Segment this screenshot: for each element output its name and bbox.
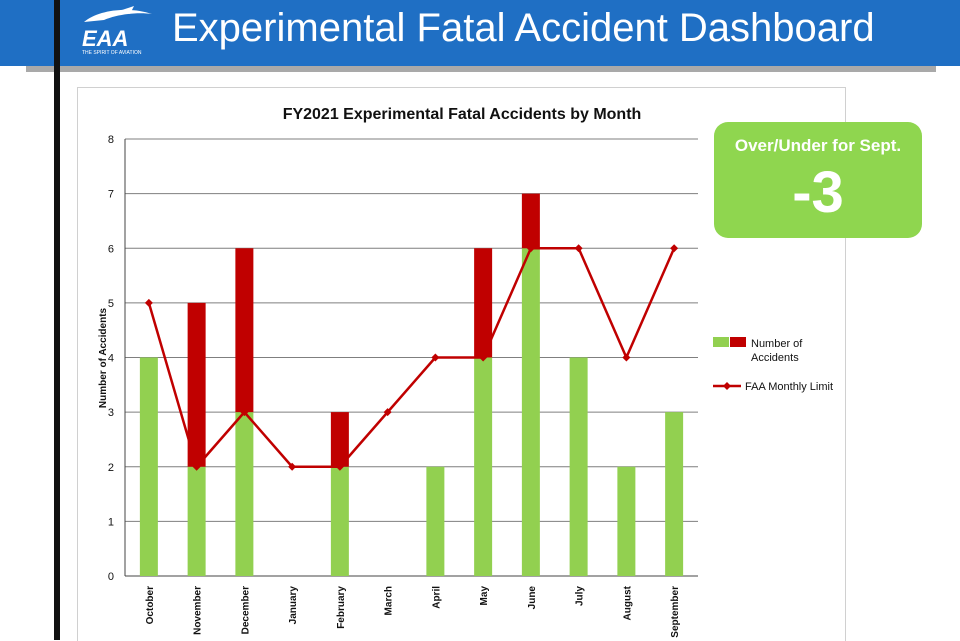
y-tick-label: 6	[108, 243, 114, 255]
bar-within-limit	[330, 466, 349, 576]
header-divider	[26, 66, 936, 72]
left-vertical-rule	[54, 0, 60, 640]
chart-legend: Number of Accidents FAA Monthly Limit	[713, 337, 833, 393]
logo-text: EAA	[82, 26, 128, 51]
bar-within-limit	[235, 412, 254, 576]
limit-point	[574, 244, 583, 253]
accidents-chart: FY2021 Experimental Fatal Accidents by M…	[98, 106, 833, 638]
limit-point	[288, 462, 297, 471]
y-tick-label: 2	[108, 462, 114, 474]
limit-point	[431, 353, 440, 362]
bar-over-limit	[187, 302, 206, 467]
y-tick-label: 7	[108, 189, 114, 201]
y-tick-label: 4	[108, 353, 114, 365]
logo-swoosh-icon	[84, 9, 152, 22]
bar-over-limit	[474, 248, 493, 358]
grid-lines	[125, 138, 698, 577]
header-bar	[0, 0, 960, 66]
y-axis-title: Number of Accidents	[98, 307, 109, 408]
bar-over-limit	[521, 193, 540, 249]
bar-within-limit	[521, 248, 540, 576]
over-under-badge: Over/Under for Sept. -3	[714, 122, 922, 238]
bar-within-limit	[426, 466, 445, 576]
bar-within-limit	[187, 466, 206, 576]
bar-over-limit	[235, 248, 254, 413]
legend-swatch-green	[713, 337, 729, 347]
logo-plane-icon	[122, 6, 134, 14]
x-tick-label: June	[527, 586, 538, 610]
x-tick-label: May	[479, 586, 490, 606]
badge-value: -3	[792, 160, 844, 225]
x-tick-label: March	[384, 586, 395, 615]
y-tick-label: 0	[108, 571, 114, 583]
bar-within-limit	[569, 357, 588, 576]
y-tick-label: 5	[108, 298, 114, 310]
limit-point	[192, 462, 201, 471]
x-tick-label: January	[288, 586, 299, 625]
chart-title: FY2021 Experimental Fatal Accidents by M…	[283, 106, 642, 123]
limit-point	[240, 408, 249, 417]
limit-point	[335, 462, 344, 471]
bar-layer	[139, 193, 684, 576]
bar-within-limit	[474, 357, 493, 576]
x-tick-label: August	[622, 585, 633, 620]
limit-point	[144, 298, 153, 307]
bar-within-limit	[665, 412, 684, 576]
limit-line	[147, 247, 676, 468]
axis-layer: 0 1 2 3 4 5 6 7 8 October November December January F…	[108, 134, 681, 638]
eaa-logo: EAA THE SPIRIT OF AVIATION	[82, 6, 152, 56]
bar-over-limit	[330, 412, 349, 467]
limit-point	[383, 408, 392, 417]
limit-point	[622, 353, 631, 362]
y-tick-label: 8	[108, 134, 114, 146]
limit-point	[670, 244, 679, 253]
x-tick-label: February	[336, 586, 347, 629]
limit-line-layer	[144, 244, 679, 471]
x-tick-label: December	[240, 586, 251, 634]
legend-marker-limit	[723, 382, 731, 390]
x-tick-label: November	[193, 586, 204, 635]
legend-label-accidents: Number of Accidents	[751, 338, 803, 364]
legend-swatch-red	[730, 337, 746, 347]
limit-point	[526, 244, 535, 253]
y-tick-label: 3	[108, 407, 114, 419]
logo-tagline: THE SPIRIT OF AVIATION	[82, 50, 142, 56]
y-tick-label: 1	[108, 516, 114, 528]
bar-within-limit	[139, 357, 158, 576]
x-tick-label: October	[145, 586, 156, 624]
legend-label-limit: FAA Monthly Limit	[745, 381, 833, 393]
page-title: Experimental Fatal Accident Dashboard	[172, 6, 875, 50]
x-tick-label: September	[670, 586, 681, 638]
x-tick-label: July	[575, 586, 586, 606]
badge-label: Over/Under for Sept.	[734, 136, 902, 155]
bar-within-limit	[617, 466, 636, 576]
x-tick-label: April	[431, 586, 442, 609]
limit-point	[479, 353, 488, 362]
